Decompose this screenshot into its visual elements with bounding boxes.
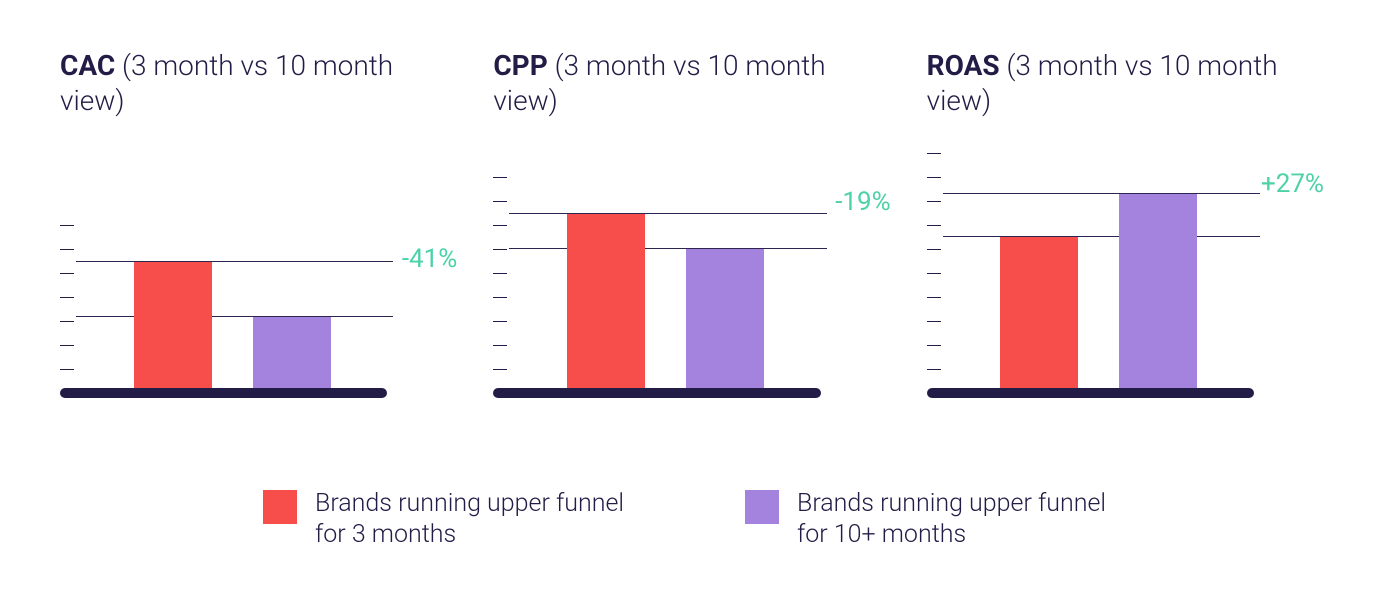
- axis-tick: [927, 273, 941, 274]
- plot: [86, 148, 383, 398]
- axis-tick: [493, 249, 507, 250]
- axis-tick: [60, 345, 74, 346]
- delta-label: -41%: [402, 244, 457, 274]
- chart-area: +27%: [927, 148, 1320, 398]
- axis-tick: [927, 345, 941, 346]
- axis-tick: [493, 345, 507, 346]
- plot: [519, 148, 816, 398]
- chart-title: CPP (3 month vs 10 month view): [493, 48, 886, 120]
- axis-ticks: [60, 144, 86, 394]
- axis-tick: [493, 177, 507, 178]
- chart-title-bold: CAC: [60, 49, 115, 82]
- bar-3month: [134, 262, 212, 395]
- reference-line: [76, 261, 393, 262]
- legend-item: Brands running upper funnel for 10+ mont…: [745, 488, 1117, 551]
- reference-line: [509, 248, 826, 249]
- axis-tick: [493, 201, 507, 202]
- charts-row: CAC (3 month vs 10 month view) -41% CPP …: [60, 48, 1320, 398]
- legend-swatch: [745, 490, 779, 524]
- legend-label: Brands running upper funnel for 3 months: [315, 488, 635, 551]
- axis-tick: [493, 225, 507, 226]
- axis-ticks: [493, 144, 519, 394]
- axis-tick: [60, 321, 74, 322]
- axis-tick: [927, 225, 941, 226]
- bar-3month: [1000, 237, 1078, 395]
- legend-label: Brands running upper funnel for 10+ mont…: [797, 488, 1117, 551]
- chart-panel-cac: CAC (3 month vs 10 month view) -41%: [60, 48, 453, 398]
- axis-tick: [927, 249, 941, 250]
- axis-tick: [60, 273, 74, 274]
- axis-tick: [927, 321, 941, 322]
- chart-panel-roas: ROAS (3 month vs 10 month view) +27%: [927, 48, 1320, 398]
- axis-tick: [927, 177, 941, 178]
- delta-label: +27%: [1261, 169, 1324, 199]
- reference-line: [76, 316, 393, 317]
- baseline: [493, 388, 820, 398]
- chart-panel-cpp: CPP (3 month vs 10 month view) -19%: [493, 48, 886, 398]
- chart-title-bold: CPP: [493, 49, 547, 82]
- delta-label: -19%: [835, 187, 890, 217]
- legend-swatch: [263, 490, 297, 524]
- chart-title-bold: ROAS: [927, 49, 1000, 82]
- chart-area: -19%: [493, 148, 886, 398]
- chart-title: CAC (3 month vs 10 month view): [60, 48, 453, 120]
- axis-tick: [927, 297, 941, 298]
- axis-tick: [493, 297, 507, 298]
- reference-line: [943, 193, 1260, 194]
- chart-area: -41%: [60, 148, 453, 398]
- axis-tick: [927, 153, 941, 154]
- baseline: [927, 388, 1254, 398]
- axis-tick: [927, 201, 941, 202]
- axis-tick: [60, 225, 74, 226]
- bar-10month: [1119, 194, 1197, 394]
- axis-tick: [493, 369, 507, 370]
- legend-item: Brands running upper funnel for 3 months: [263, 488, 635, 551]
- axis-tick: [493, 273, 507, 274]
- legend: Brands running upper funnel for 3 months…: [60, 488, 1320, 551]
- plot: [953, 148, 1250, 398]
- axis-tick: [927, 369, 941, 370]
- axis-tick: [60, 249, 74, 250]
- axis-tick: [60, 297, 74, 298]
- axis-tick: [60, 369, 74, 370]
- chart-title: ROAS (3 month vs 10 month view): [927, 48, 1320, 120]
- reference-line: [509, 213, 826, 214]
- axis-ticks: [927, 144, 953, 394]
- bar-3month: [567, 214, 645, 394]
- bar-10month: [686, 249, 764, 394]
- axis-tick: [493, 321, 507, 322]
- baseline: [60, 388, 387, 398]
- bar-10month: [253, 317, 331, 395]
- reference-line: [943, 236, 1260, 237]
